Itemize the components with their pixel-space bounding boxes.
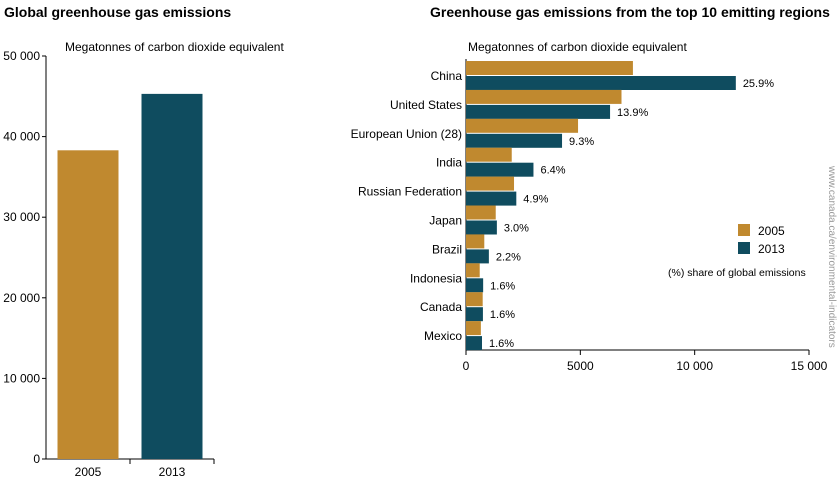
top10-bar-2013 [466,336,483,351]
top10-bar-2005 [466,234,485,249]
top10-bar-2005 [466,118,579,133]
global-x-label: 2005 [75,465,102,479]
global-y-tick-label: 40 000 [3,130,40,144]
global-chart-bars [57,93,203,459]
top10-category-label: European Union (28) [351,127,462,141]
top10-bar-2013 [466,220,497,235]
top10-share-label: 6.4% [540,165,565,177]
top10-share-label: 1.6% [490,309,515,321]
legend-label-2013: 2013 [758,242,785,256]
top10-category-label: China [431,69,463,83]
top10-bar-2013 [466,191,517,206]
global-y-tick-label: 50 000 [3,49,40,63]
top10-bar-2005 [466,61,633,75]
top10-category-label: United States [390,98,462,112]
legend-share-note: (%) share of global emissions [668,267,806,279]
top10-share-label: 25.9% [743,78,774,90]
top10-bar-2005 [466,205,496,220]
global-y-tick-label: 30 000 [3,210,40,224]
top10-bar-2005 [466,147,512,162]
top10-category-label: Canada [420,300,462,314]
top10-share-label: 1.6% [490,280,515,292]
top10-chart-category-labels: China United States European Union (28) Ind… [351,69,463,343]
global-y-tick-label: 20 000 [3,291,40,305]
global-chart-unit-label: Megatonnes of carbon dioxide equivalent [65,40,284,54]
top10-bar-2013 [466,278,484,293]
top10-category-label: Brazil [432,242,462,256]
top10-bar-2005 [466,321,481,336]
top10-chart-title: Greenhouse gas emissions from the top 10… [430,4,830,20]
top10-category-label: India [436,156,462,170]
top10-share-label: 3.0% [504,223,529,235]
source-url: www.canada.ca/environmental-indicators [826,165,837,348]
global-emissions-chart: Global greenhouse gas emissions Megatonn… [3,4,284,479]
top10-category-label: Mexico [424,329,462,343]
global-bar-2005 [57,150,119,459]
top10-x-tick-label: 10 000 [676,359,713,373]
top10-share-label: 1.6% [489,338,514,350]
top10-share-label: 4.9% [523,194,548,206]
global-y-tick-label: 10 000 [3,371,40,385]
global-y-tick-label: 0 [33,452,40,466]
top10-emitters-chart: Greenhouse gas emissions from the top 10… [351,4,830,373]
top10-x-tick-label: 5000 [567,359,594,373]
global-chart-y-ticks: 0 10 000 20 000 30 000 40 000 50 000 [3,49,46,466]
global-chart-x-labels: 2005 2013 [75,465,186,479]
global-x-label: 2013 [159,465,186,479]
global-chart-title: Global greenhouse gas emissions [4,4,231,20]
top10-category-label: Russian Federation [358,185,462,199]
top10-chart-share-labels: 25.9% 13.9% 9.3% 6.4% 4.9% 3.0% 2.2% 1.6% 1.6% 1.… [489,78,774,350]
top10-bar-2013 [466,249,489,264]
top10-x-tick-label: 15 000 [791,359,828,373]
top10-x-tick-label: 0 [463,359,470,373]
top10-category-label: Japan [429,214,462,228]
global-bar-2013 [141,93,203,459]
top10-bar-2013 [466,162,534,177]
top10-bar-2013 [466,76,736,90]
top10-bar-2005 [466,176,515,191]
top10-share-label: 2.2% [496,251,521,263]
top10-share-label: 9.3% [569,136,594,148]
legend-label-2005: 2005 [758,224,785,238]
legend: 2005 2013 (%) share of global emissions [668,224,806,279]
top10-chart-bars [466,61,736,351]
top10-bar-2013 [466,104,611,119]
top10-bar-2013 [466,133,563,148]
top10-bar-2005 [466,292,483,307]
top10-share-label: 13.9% [617,107,648,119]
legend-swatch-2013 [738,242,750,254]
top10-bar-2013 [466,307,483,322]
top10-chart-x-ticks: 0 5000 10 000 15 000 [463,350,828,373]
top10-bar-2005 [466,263,480,278]
top10-bar-2005 [466,89,622,104]
top10-chart-unit-label: Megatonnes of carbon dioxide equivalent [468,40,687,54]
legend-swatch-2005 [738,224,750,236]
top10-category-label: Indonesia [410,271,462,285]
